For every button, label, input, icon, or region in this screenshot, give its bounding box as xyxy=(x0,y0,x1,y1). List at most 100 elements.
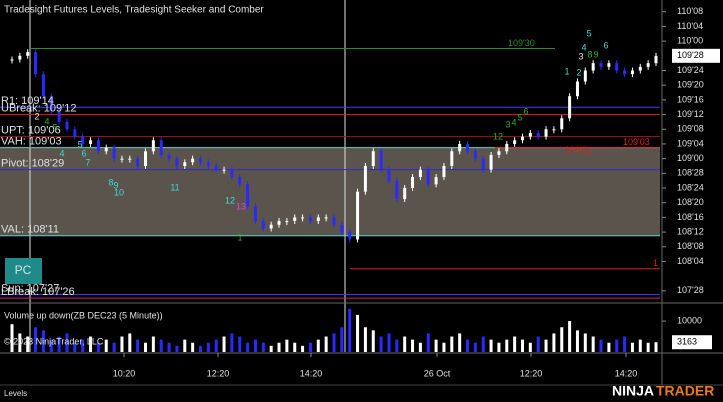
volume-bar xyxy=(489,339,493,352)
volume-bar xyxy=(269,345,273,352)
volume-bar xyxy=(403,336,407,352)
volume-bar xyxy=(348,308,352,352)
price-tag xyxy=(672,48,720,63)
marker-label: 109'03 xyxy=(623,137,650,147)
brand-right: TRADER xyxy=(656,383,714,399)
annotation: 5 xyxy=(586,28,591,38)
annotation: 8 xyxy=(108,177,113,187)
tab-label: Levels xyxy=(4,389,27,398)
candle-body xyxy=(442,165,446,177)
volume-bar xyxy=(356,314,360,352)
candle-body xyxy=(96,140,100,152)
annotation: 5 xyxy=(52,122,57,132)
volume-bar xyxy=(324,336,328,352)
candle-body xyxy=(144,151,148,166)
volume-bar xyxy=(332,333,336,352)
volume-bar xyxy=(144,342,148,352)
candle-body xyxy=(505,143,509,152)
volume-bar xyxy=(583,333,587,352)
y-tick-label: 10000 xyxy=(677,315,702,325)
annotation: 2 xyxy=(34,111,39,121)
candle-body xyxy=(513,140,517,144)
y-tick-label: 109'24 xyxy=(677,65,704,75)
volume-bar xyxy=(230,333,234,352)
volume-bar xyxy=(10,324,14,352)
volume-bar xyxy=(615,339,619,352)
volume-bar xyxy=(450,336,454,352)
volume-bar xyxy=(222,336,226,352)
candle-body xyxy=(552,129,556,131)
candle-body xyxy=(481,158,485,170)
marker-label: 109'30 xyxy=(508,38,535,48)
candle-body xyxy=(607,63,611,67)
annotation: 13 xyxy=(236,201,246,211)
volume-bar xyxy=(363,327,367,352)
annotation: 8 xyxy=(587,49,592,59)
annotation: 9 xyxy=(593,49,598,59)
volume-bar xyxy=(568,321,572,352)
candle-body xyxy=(89,140,93,144)
candle-body xyxy=(340,224,344,233)
volume-bar xyxy=(442,342,446,352)
volume-bar xyxy=(513,336,517,352)
volume-bar xyxy=(316,339,320,352)
annotation: 7 xyxy=(85,157,90,167)
candle-body xyxy=(497,151,501,155)
volume-bar xyxy=(536,336,540,352)
volume-bar xyxy=(599,339,603,352)
annotation: 4 xyxy=(59,148,64,158)
candle-body xyxy=(363,165,367,192)
volume-bar xyxy=(560,327,564,352)
brand-left: NINJA xyxy=(612,383,654,399)
copyright: © 2023 NinjaTrader, LLC xyxy=(4,336,104,346)
candle-body xyxy=(332,217,336,225)
annotation: 11 xyxy=(170,182,179,192)
volume-bar xyxy=(308,342,312,352)
candle-body xyxy=(175,158,179,166)
candle-body xyxy=(544,129,548,137)
volume-bar xyxy=(458,333,462,352)
candle-body xyxy=(520,136,524,141)
candle-body xyxy=(308,217,312,222)
candle-body xyxy=(458,143,462,152)
pc-box xyxy=(5,258,42,284)
y-tick-label: 109'08 xyxy=(677,124,704,134)
annotation: 6 xyxy=(81,148,86,158)
annotation: 6 xyxy=(523,106,528,116)
volume-bar xyxy=(89,336,93,352)
candle-body xyxy=(198,158,202,163)
candle-body xyxy=(316,217,320,222)
volume-bar xyxy=(434,339,438,352)
volume-bar xyxy=(285,339,289,352)
volume-bar xyxy=(591,336,595,352)
annotation: 1 xyxy=(237,232,242,242)
volume-bar xyxy=(544,339,548,352)
x-tick-label: 14:20 xyxy=(300,368,323,378)
annotation: 6 xyxy=(603,40,608,50)
candle-body xyxy=(206,162,210,166)
annotation: 4 xyxy=(581,42,586,52)
candle-body xyxy=(473,151,477,159)
axis-bg xyxy=(662,0,723,385)
candle-body xyxy=(214,165,218,170)
volume-bar xyxy=(246,342,250,352)
price-tag-label: 109'28 xyxy=(677,50,704,60)
candle-body xyxy=(112,147,116,159)
candle-body xyxy=(238,176,242,185)
candle-body xyxy=(575,81,579,97)
candle-body xyxy=(167,154,171,159)
volume-bar xyxy=(654,342,658,352)
candle-body xyxy=(128,158,132,160)
volume-bar xyxy=(112,342,116,352)
candle-body xyxy=(591,63,595,71)
volume-bar xyxy=(340,327,344,352)
candle-body xyxy=(26,52,30,56)
volume-bar xyxy=(528,342,532,352)
level-label: Sup: 107'27 xyxy=(1,282,59,294)
candle-body xyxy=(57,110,61,122)
y-tick-label: 108'12 xyxy=(677,226,704,236)
candle-body xyxy=(599,63,603,67)
volume-bar xyxy=(261,342,265,352)
candle-body xyxy=(301,217,305,219)
